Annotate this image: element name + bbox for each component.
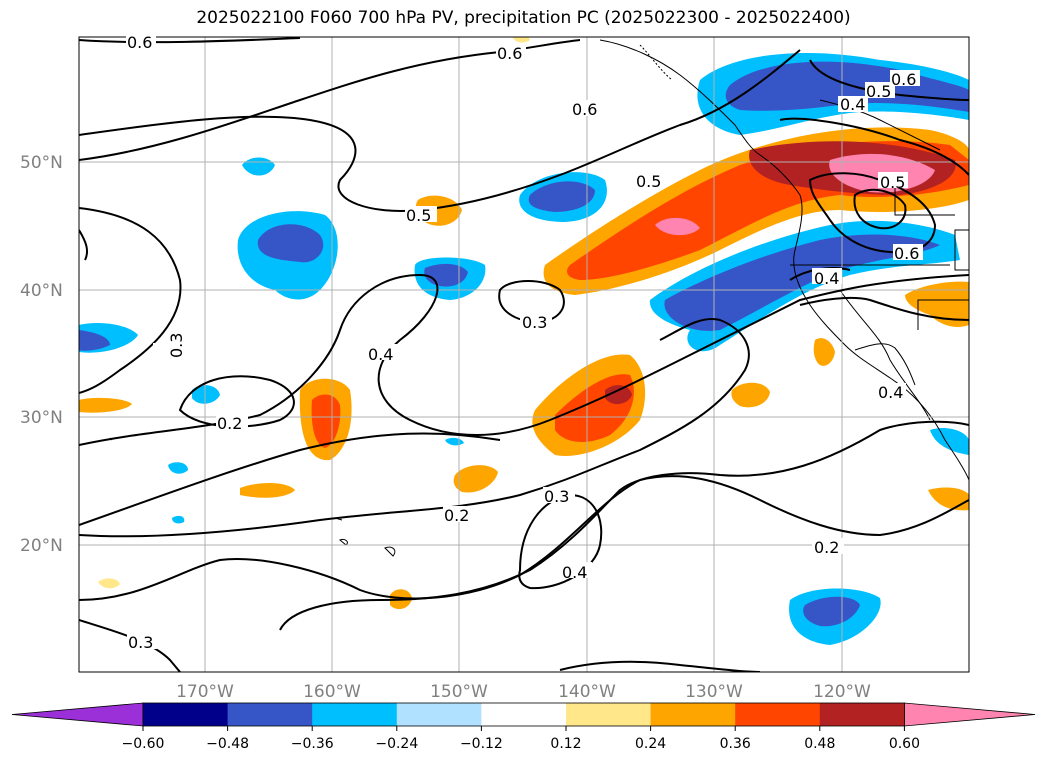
contour-label: 0.4	[814, 269, 839, 288]
lon-label: 130°W	[685, 682, 743, 702]
contour-label: 0.3	[128, 633, 153, 652]
contour-label: 0.5	[636, 172, 661, 191]
contour-label: 0.2	[217, 414, 242, 433]
colorbar-tick-label: −0.48	[206, 736, 249, 752]
contour-label: 0.6	[497, 44, 522, 63]
colorbar-tick-label: 0.36	[720, 736, 751, 752]
lon-label: 140°W	[558, 682, 616, 702]
colorbar-extend-low	[11, 702, 144, 727]
contour-label: 0.4	[878, 383, 903, 402]
contour-label: 0.5	[866, 82, 891, 101]
colorbar-segment	[481, 703, 567, 726]
colorbar-tick-label: −0.12	[460, 736, 503, 752]
contour-label: 0.4	[840, 95, 865, 114]
map-border	[78, 36, 970, 673]
colorbar-segment	[819, 703, 905, 726]
colorbar-segment	[143, 703, 229, 726]
colorbar-tick-label: −0.60	[122, 736, 165, 752]
lon-label: 170°W	[176, 682, 234, 702]
colorbar: −0.60 −0.48 −0.36 −0.24 −0.12 0.12 0.24 0.36 0.4…	[11, 702, 1036, 752]
contour-label: 0.6	[894, 244, 919, 263]
colorbar-segment	[312, 703, 398, 726]
latitude-labels: 50°N 40°N 30°N 20°N	[20, 153, 63, 556]
contour-label: 0.6	[127, 33, 152, 52]
lon-label: 120°W	[813, 682, 871, 702]
contour-label: 0.5	[406, 206, 431, 225]
contour-labels: 0.6 0.6 0.6 0.5 0.5 0.5 0.4 0.4 0.4 0.3 …	[126, 33, 923, 652]
colorbar-segment	[396, 703, 482, 726]
contour-label: 0.2	[444, 506, 469, 525]
colorbar-tick-label: −0.24	[375, 736, 418, 752]
colorbar-tick-label: 0.12	[550, 736, 581, 752]
lon-label: 150°W	[430, 682, 488, 702]
colorbar-segment	[735, 703, 821, 726]
contour-label: 0.2	[814, 538, 839, 557]
lat-label: 20°N	[20, 536, 63, 556]
contour-label: 0.4	[368, 345, 393, 364]
map-title: 2025022100 F060 700 hPa PV, precipitatio…	[196, 8, 851, 28]
contour-label: 0.3	[167, 333, 186, 358]
contour-label: 0.6	[572, 100, 597, 119]
colorbar-tick-label: −0.36	[291, 736, 334, 752]
lat-label: 50°N	[20, 153, 63, 173]
colorbar-tick-label: 0.48	[804, 736, 835, 752]
contour-label: 0.4	[562, 563, 587, 582]
lat-label: 40°N	[20, 281, 63, 301]
colorbar-segment	[227, 703, 313, 726]
colorbar-segment	[650, 703, 736, 726]
contour-label: 0.6	[891, 70, 916, 89]
lat-label: 30°N	[20, 408, 63, 428]
colorbar-tick-label: 0.24	[635, 736, 666, 752]
colorbar-frame	[142, 702, 905, 727]
longitude-labels: 170°W 160°W 150°W 140°W 130°W 120°W	[176, 682, 871, 702]
colorbar-segment	[566, 703, 652, 726]
colorbar-extend-high	[904, 702, 1036, 727]
contour-label: 0.5	[880, 173, 905, 192]
lon-label: 160°W	[303, 682, 361, 702]
contour-label: 0.3	[522, 313, 547, 332]
contour-label: 0.3	[544, 487, 569, 506]
colorbar-tick-label: 0.60	[889, 736, 920, 752]
